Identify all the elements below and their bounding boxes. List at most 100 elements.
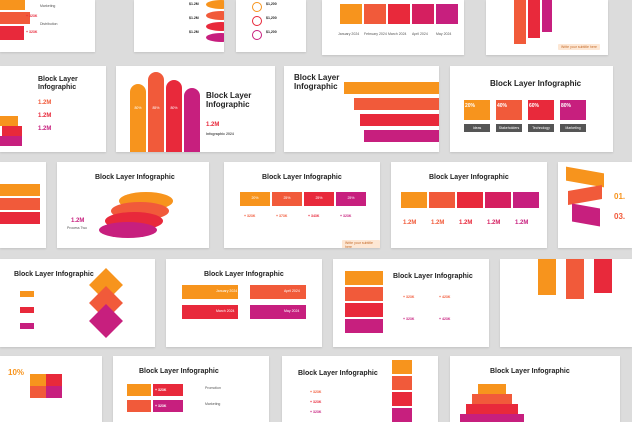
- pyramid-layer: [460, 414, 524, 422]
- month-label: March 2024: [388, 32, 407, 36]
- circle-icon: [252, 2, 262, 12]
- block-1: [0, 0, 25, 10]
- slide-title: Block Layer Infographic: [206, 91, 252, 110]
- value-label: + 323K: [26, 30, 38, 34]
- title-line: Block Layer: [206, 91, 252, 100]
- percent-card: [496, 100, 522, 120]
- slide-thumbnail-8[interactable]: Block Layer Infographic: [284, 66, 439, 152]
- diamond-layer: [89, 304, 123, 338]
- arrow-column: [566, 259, 584, 299]
- value-label: 1.2M: [38, 126, 52, 132]
- slide-thumbnail-12[interactable]: Block Layer Infographic 20% 25% 25% 25% …: [224, 162, 380, 248]
- value-label: + 423K: [439, 317, 451, 321]
- step-bar: [364, 130, 439, 142]
- slide-thumbnail-5[interactable]: Write your subtitle here: [486, 0, 608, 55]
- step-number: 01.: [614, 192, 626, 201]
- slide-thumbnail-20[interactable]: Block Layer Infographic + 323K + 323K Pr…: [113, 356, 269, 422]
- year-label: Infographic 2024: [206, 132, 234, 136]
- step-percent: 20%: [251, 196, 259, 200]
- slide-thumbnail-9[interactable]: Block Layer Infographic 20% 40% 60% 80% …: [450, 66, 613, 152]
- slide-thumbnail-19[interactable]: 10%: [0, 356, 102, 422]
- value-label: + 323K: [155, 404, 167, 408]
- percent-card: [560, 100, 586, 120]
- date-card: [250, 305, 306, 319]
- pyramid-layer: [472, 394, 512, 404]
- pyramid-layer: [478, 384, 506, 394]
- tag-label: Ideas: [472, 126, 482, 130]
- slide-thumbnail-11[interactable]: Block Layer Infographic 1.2M Process Two: [57, 162, 209, 248]
- value-label: + 323K: [310, 400, 322, 404]
- slide-thumbnail-21[interactable]: Block Layer Infographic + 323K + 323K + …: [282, 356, 438, 422]
- chevron-step: [513, 192, 539, 208]
- arrow-step: [272, 192, 302, 206]
- slide-thumbnail-2[interactable]: $1.2M $1.2M $1.2M: [134, 0, 224, 52]
- value-label: + 323K: [155, 388, 167, 392]
- percent-card: [528, 100, 554, 120]
- date-label: May 2024: [284, 309, 300, 313]
- stack-disc: [206, 0, 224, 9]
- tag-bar: [560, 124, 586, 132]
- slide-thumbnail-3[interactable]: $1,200 $1,200 $1,200: [236, 0, 306, 52]
- fold-block: [572, 203, 600, 227]
- slide-thumbnail-14[interactable]: 01. 03.: [558, 162, 632, 248]
- pillar-percent: 80%: [170, 106, 178, 110]
- slide-thumbnail-18[interactable]: [500, 259, 632, 347]
- slide-thumbnail-17[interactable]: Block Layer Infographic + 323K + 323K + …: [333, 259, 489, 347]
- title-line: Block Layer: [294, 73, 340, 82]
- percent-value: 10%: [8, 368, 25, 377]
- value-label: 1.2M: [515, 220, 529, 226]
- stripe-block: [0, 212, 40, 224]
- mini-bar: [20, 323, 34, 329]
- slide-thumbnail-10[interactable]: [0, 162, 46, 248]
- value-label: 1.2M: [38, 113, 52, 119]
- card-percent: 80%: [560, 103, 571, 109]
- slide-thumbnail-6[interactable]: Block Layer Infographic 1.2M 1.2M 1.2M: [0, 66, 106, 152]
- date-card: [182, 285, 238, 299]
- date-label: April 2024: [284, 289, 300, 293]
- month-block: [364, 4, 386, 24]
- slide-thumbnail-4[interactable]: January 2024 February 2024 March 2024 Ap…: [322, 0, 464, 55]
- slide-thumbnail-15[interactable]: Block Layer Infographic: [0, 259, 155, 347]
- stack-block: [153, 400, 183, 412]
- slide-title: Block Layer Infographic: [490, 368, 570, 375]
- percent-card: [464, 100, 490, 120]
- tag-bar: [496, 124, 522, 132]
- slide-thumbnail-16[interactable]: Block Layer Infographic January 2024 Apr…: [166, 259, 322, 347]
- value-label: + 323K: [403, 317, 415, 321]
- slide-thumbnail-1[interactable]: + 323K + 323K Marketing Distribution: [0, 0, 95, 52]
- chevron-step: [457, 192, 483, 208]
- spiral-block: [392, 392, 412, 406]
- step-number: 03.: [614, 212, 626, 221]
- stack-block: [153, 384, 183, 396]
- step-bar: [344, 82, 439, 94]
- ribbon-layer: [345, 303, 383, 317]
- title-line: Block Layer: [38, 76, 78, 83]
- mini-bar: [20, 291, 34, 297]
- pyramid-layer: [466, 404, 518, 414]
- month-block: [436, 4, 458, 24]
- tag-bar: [528, 124, 554, 132]
- slide-title: Block Layer Infographic: [95, 174, 175, 181]
- tag-label: Technology: [532, 126, 550, 130]
- spiral-block: [392, 408, 412, 422]
- slide-thumbnail-22[interactable]: Block Layer Infographic: [450, 356, 620, 422]
- cube-block: [0, 136, 22, 146]
- arrow-column: [594, 259, 612, 293]
- pillar-percent: 85%: [152, 106, 160, 110]
- slide-title: Block Layer Infographic: [262, 174, 342, 181]
- ribbon-layer: [345, 287, 383, 301]
- month-label: May 2024: [436, 32, 452, 36]
- ribbon-layer: [345, 319, 383, 333]
- value-label: 1.2M: [487, 220, 501, 226]
- value-label: + 343K: [308, 214, 320, 218]
- value-label: + 323K: [310, 390, 322, 394]
- step-bar: [354, 98, 439, 110]
- step-percent: 25%: [283, 196, 291, 200]
- card-percent: 40%: [496, 103, 507, 109]
- arrow-column: [538, 259, 556, 295]
- item-label: Marketing: [40, 4, 56, 8]
- slide-thumbnail-7[interactable]: 80% 85% 80% Block Layer Infographic 1.2M…: [116, 66, 275, 152]
- value-label: + 423K: [439, 295, 451, 299]
- slide-thumbnail-13[interactable]: Block Layer Infographic 1.2M 1.2M 1.2M 1…: [391, 162, 547, 248]
- value-label: 1.2M: [431, 220, 445, 226]
